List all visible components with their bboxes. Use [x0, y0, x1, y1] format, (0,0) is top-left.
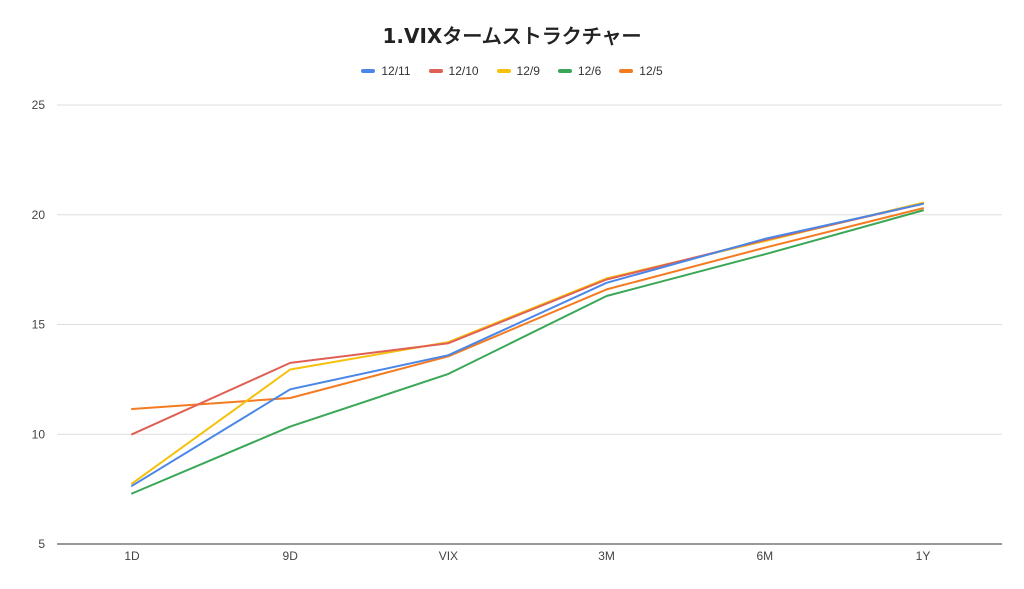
x-tick-label: 9D	[283, 549, 299, 563]
y-tick-label: 15	[32, 318, 46, 332]
x-tick-label: VIX	[439, 549, 458, 563]
legend-swatch	[428, 69, 443, 73]
y-tick-label: 10	[32, 427, 46, 441]
y-tick-label: 20	[32, 208, 46, 222]
y-tick-label: 5	[38, 537, 45, 551]
series-line	[131, 201, 924, 485]
x-tick-label: 1Y	[916, 549, 931, 563]
legend-swatch	[557, 69, 572, 73]
series-line	[131, 207, 924, 410]
chart-title: 1.VIXタームストラクチャー	[382, 24, 642, 48]
legend-label: 12/9	[516, 64, 540, 78]
legend-item: 12/9	[496, 64, 540, 78]
series-line	[131, 202, 924, 487]
legend-item: 12/5	[619, 64, 663, 78]
legend-label: 12/6	[577, 64, 602, 78]
legend-label: 12/5	[639, 64, 663, 78]
y-tick-label: 25	[32, 98, 46, 112]
legend-item: 12/11	[361, 64, 411, 78]
legend-label: 12/10	[448, 64, 479, 78]
legend-label: 12/11	[381, 64, 411, 78]
legend-swatch	[619, 69, 634, 73]
legend-item: 12/10	[428, 64, 479, 78]
legend-swatch	[361, 69, 376, 73]
x-tick-label: 3M	[598, 549, 615, 563]
legend-swatch	[496, 69, 511, 73]
series-line	[131, 209, 924, 495]
x-tick-label: 1D	[124, 549, 140, 563]
legend-item: 12/6	[557, 64, 602, 78]
legend: 12/11 12/10 12/9 12/6 12/5	[0, 64, 1024, 78]
x-tick-label: 6M	[756, 549, 773, 563]
